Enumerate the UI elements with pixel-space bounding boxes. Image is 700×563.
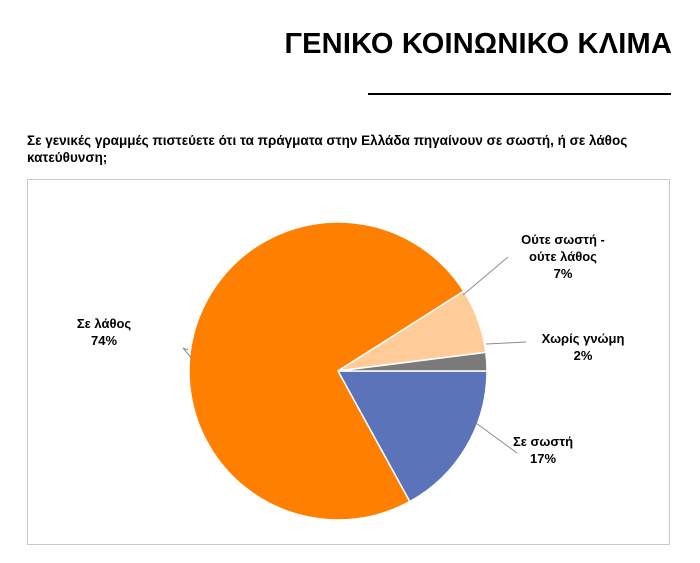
leader-line (462, 256, 509, 296)
chart-frame: Σε σωστή 17% Σε λάθος 74% Ούτε σωστή -ούτε λ… (27, 179, 670, 545)
leader-line (182, 347, 194, 361)
pie-slice (188, 221, 465, 521)
leader-line (485, 341, 527, 345)
pie-slice (336, 370, 488, 503)
slice-label: Σε λάθος 74% (77, 316, 132, 348)
leader-line (475, 422, 518, 454)
survey-question: Σε γενικές γραμμές πιστεύετε ότι τα πράγ… (27, 133, 628, 165)
slice-label: Χωρίς γνώμη 2% (542, 331, 625, 363)
slice-label: Σε σωστή 17% (513, 434, 573, 466)
pie-chart: Σε σωστή 17% Σε λάθος 74% Ούτε σωστή -ούτε λ… (77, 221, 625, 521)
slice-label: Ούτε σωστή -ούτε λάθος 7% (521, 232, 605, 281)
title-underline (368, 93, 671, 95)
pie-slice (337, 351, 488, 372)
page-title: ΓΕΝΙΚΟ ΚΟΙΝΩΝΙΚΟ ΚΛΙΜΑ (284, 28, 672, 60)
